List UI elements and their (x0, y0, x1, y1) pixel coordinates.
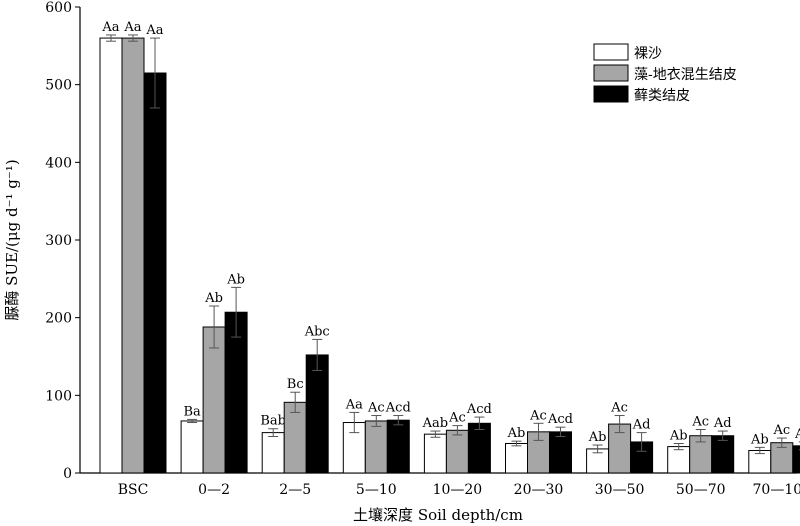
y-tick-label: 300 (45, 233, 72, 249)
bar (505, 442, 528, 474)
data-label: Acd (466, 402, 492, 417)
data-label: Ad (632, 418, 651, 433)
data-label: Bab (260, 414, 286, 429)
data-label: Aa (101, 20, 119, 35)
legend-label: 藓类结皮 (634, 88, 690, 104)
bar (467, 422, 491, 474)
data-label: Ab (669, 428, 688, 443)
bar (99, 37, 123, 474)
x-tick-label: 0—2 (198, 482, 230, 498)
data-label: Ad (794, 427, 800, 442)
y-tick-label: 400 (45, 155, 72, 171)
bar (364, 420, 388, 474)
x-tick-label: 2—5 (279, 482, 311, 498)
x-axis-title: 土壤深度 Soil depth/cm (353, 506, 523, 524)
bar (283, 401, 307, 474)
data-label: Acd (385, 401, 411, 416)
data-label: Ac (772, 423, 790, 438)
data-label: Aa (345, 397, 363, 412)
data-label: Ab (226, 272, 245, 287)
y-tick-label: 0 (63, 466, 72, 482)
bar (711, 435, 735, 474)
legend-swatch (593, 85, 629, 103)
x-tick-label: 20—30 (514, 482, 564, 498)
bar (261, 432, 285, 474)
bar (202, 326, 226, 474)
bar (792, 445, 800, 474)
data-label: Ac (448, 411, 466, 426)
x-tick-label: 30—50 (595, 482, 645, 498)
bar (121, 37, 145, 474)
bar (180, 420, 204, 474)
bar (305, 354, 329, 474)
data-label: Ab (204, 291, 223, 306)
y-tick-label: 100 (45, 388, 72, 404)
data-label: Ac (610, 401, 628, 416)
x-tick-label: 5—10 (356, 482, 397, 498)
y-tick-label: 500 (45, 78, 72, 94)
data-label: Aa (145, 23, 163, 38)
bar (423, 433, 447, 474)
bar (143, 72, 167, 474)
bar (445, 429, 469, 474)
data-label: Ac (691, 415, 709, 430)
x-tick-label: 10—20 (433, 482, 483, 498)
data-label: Ba (183, 404, 201, 419)
legend-swatch (593, 64, 629, 82)
data-label: Aa (123, 20, 141, 35)
data-label: Ad (713, 416, 732, 431)
x-tick-label: 50—70 (676, 482, 726, 498)
legend-label: 藻-地衣混生结皮 (634, 67, 737, 83)
bar (667, 446, 691, 474)
data-label: Ab (750, 432, 769, 447)
legend-swatch (593, 43, 629, 61)
data-label: Ab (588, 430, 607, 445)
y-tick-label: 200 (45, 311, 72, 327)
data-label: Ac (529, 408, 547, 423)
bar (386, 419, 410, 474)
data-label: Aab (422, 416, 448, 431)
x-tick-label: 70—100 (753, 482, 800, 498)
data-label: Ac (367, 401, 385, 416)
data-label: Abc (304, 324, 330, 339)
data-label: Acd (547, 412, 573, 427)
x-tick-label: BSC (118, 482, 149, 498)
data-label: Bc (287, 377, 304, 392)
y-tick-label: 600 (45, 0, 72, 16)
bar (549, 431, 572, 474)
legend-label: 裸沙 (634, 46, 662, 62)
data-label: Ab (507, 426, 526, 441)
y-axis-title: 脲酶 SUE/(μg d⁻¹ g⁻¹) (3, 159, 21, 320)
